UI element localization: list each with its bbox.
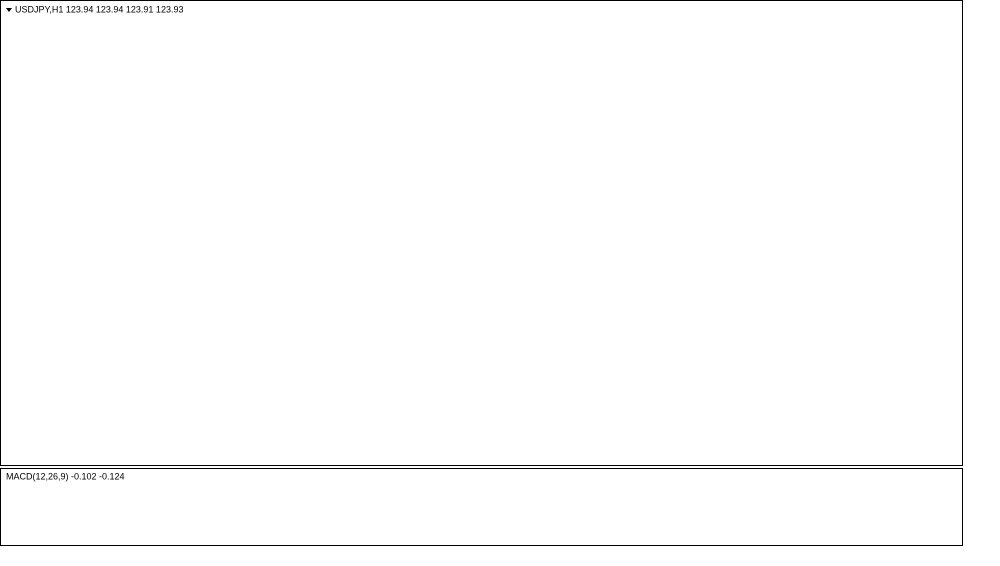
main-frame: [0, 0, 963, 466]
macd-frame: [0, 468, 963, 546]
macd-title: MACD(12,26,9) -0.102 -0.124: [6, 471, 125, 481]
menu-triangle: [6, 8, 12, 12]
chart-title: USDJPY,H1 123.94 123.94 123.91 123.93: [15, 4, 183, 14]
